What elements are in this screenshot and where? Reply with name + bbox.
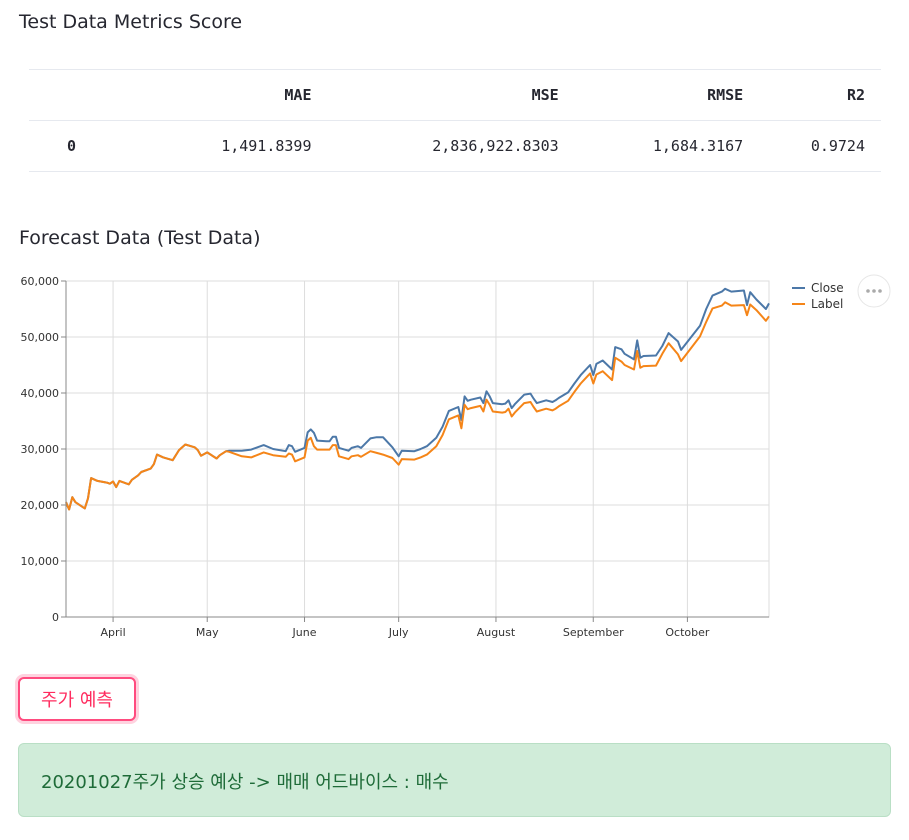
- column-header-rmse: RMSE: [574, 69, 760, 121]
- column-header-r2: R2: [759, 69, 881, 121]
- result-message: 20201027주가 상승 예상 -> 매매 어드바이스 : 매수: [41, 772, 449, 793]
- metrics-table: MAE MSE RMSE R2 0 1,491.8399 2,836,922.8…: [29, 69, 881, 172]
- column-header-mae: MAE: [143, 69, 328, 121]
- series-line-label: [65, 301, 770, 511]
- x-tick-label: April: [100, 626, 125, 639]
- forecast-title: Forecast Data (Test Data): [19, 227, 261, 249]
- legend-label-label: Label: [811, 297, 843, 311]
- x-tick-label: May: [196, 626, 219, 639]
- y-tick-label: 10,000: [21, 555, 60, 568]
- y-tick-label: 60,000: [21, 275, 60, 288]
- y-tick-label: 40,000: [21, 387, 60, 400]
- table-row: 0 1,491.8399 2,836,922.8303 1,684.3167 0…: [29, 120, 881, 172]
- result-alert: 20201027주가 상승 예상 -> 매매 어드바이스 : 매수: [18, 743, 891, 817]
- forecast-line-chart: 0 10,000 20,000 30,000 40,000 50,000 60,000 Apr…: [21, 274, 891, 639]
- cell-mse: 2,836,922.8303: [327, 120, 575, 172]
- cell-mae: 1,491.8399: [143, 120, 328, 172]
- y-tick-label: 20,000: [21, 499, 60, 512]
- column-header-mse: MSE: [327, 69, 575, 121]
- y-tick-label: 0: [52, 611, 59, 624]
- ellipsis-icon: [866, 289, 870, 293]
- series-line-close: [65, 287, 770, 511]
- y-tick-label: 30,000: [21, 443, 60, 456]
- cell-rmse: 1,684.3167: [574, 120, 760, 172]
- y-tick-label: 50,000: [21, 331, 60, 344]
- predict-stock-button[interactable]: 주가 예측: [18, 677, 136, 721]
- index-header: [29, 69, 143, 121]
- row-index: 0: [29, 120, 143, 172]
- table-header-row: MAE MSE RMSE R2: [29, 69, 881, 121]
- x-tick-label: August: [477, 626, 516, 639]
- x-tick-label: October: [665, 626, 709, 639]
- legend-label-close: Close: [811, 281, 844, 295]
- chart-more-actions-button[interactable]: [857, 274, 891, 308]
- x-tick-label: September: [563, 626, 624, 639]
- x-tick-label: July: [388, 626, 409, 639]
- cell-r2: 0.9724: [759, 120, 881, 172]
- x-tick-label: June: [292, 626, 317, 639]
- metrics-title: Test Data Metrics Score: [19, 11, 243, 33]
